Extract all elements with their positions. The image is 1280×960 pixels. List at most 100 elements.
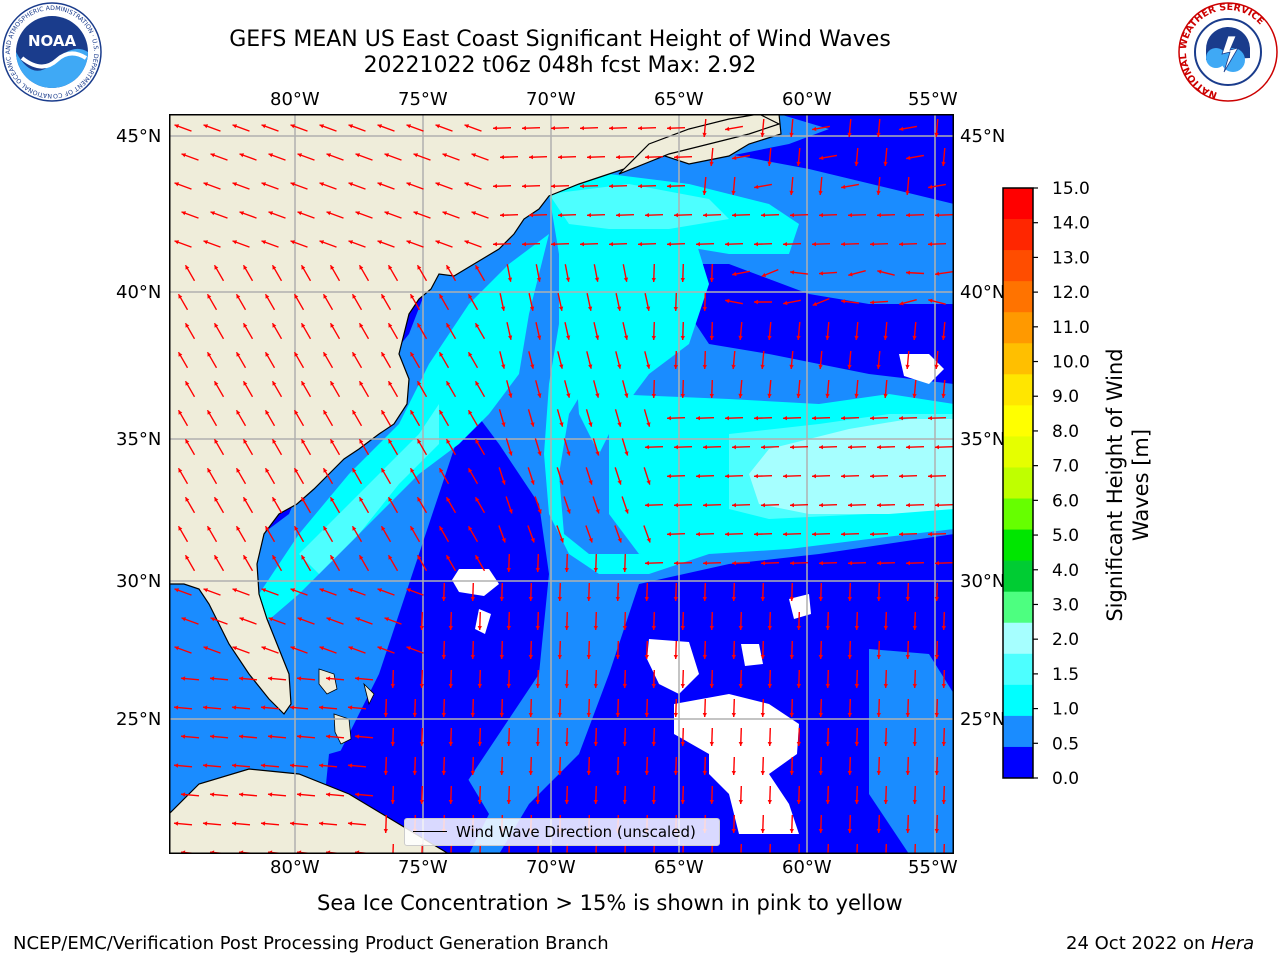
no-data-region (899, 354, 944, 384)
wave-direction-arrowhead (767, 800, 772, 804)
wave-direction-arrowhead (410, 468, 415, 473)
colorbar-segment (1003, 188, 1033, 220)
lat-label-right-25n: 25°N (960, 709, 1006, 730)
run-date-text: 24 Oct 2022 on (1066, 933, 1212, 954)
lat-label-left-45n: 45°N (116, 126, 162, 147)
wave-direction-arrowhead (348, 182, 353, 187)
wave-direction-arrowhead (566, 451, 571, 456)
wave-direction-arrowhead (905, 771, 910, 775)
wave-direction-arrowhead (390, 742, 395, 746)
wave-direction-arrowhead (323, 352, 328, 357)
wave-direction-arrowhead (301, 439, 306, 444)
wave-direction-arrowhead (644, 771, 649, 775)
wave-direction-arrowhead (506, 684, 511, 688)
wave-direction-arrowhead (912, 800, 917, 804)
machine-name: Hera (1211, 933, 1255, 954)
wave-direction-arrowhead (796, 742, 801, 746)
run-date: 24 Oct 2022 on Hera (1066, 933, 1254, 954)
colorbar: 15.0 14.0 13.0 12.0 11.0 10.0 9.0 8.0 7.0 6.0 5.0 4… (1002, 179, 1122, 789)
wave-direction-arrowhead (854, 626, 859, 630)
wave-direction-arrowhead (268, 792, 273, 797)
wave-direction-arrowhead (243, 265, 248, 270)
wave-direction-arrowhead (500, 155, 504, 160)
wave-direction-arrowhead (417, 323, 422, 328)
wave-direction-arrowhead (448, 800, 453, 804)
wave-direction-arrowhead (214, 381, 219, 386)
wave-direction-arrowhead (471, 153, 476, 158)
wave-direction-arrowhead (319, 821, 324, 826)
wave-direction-arrowhead (622, 626, 627, 630)
wave-direction-arrowhead (767, 335, 772, 340)
wave-direction-arrowhead (899, 301, 904, 306)
wave-direction-arrowhead (709, 742, 714, 746)
wave-direction-arrowhead (819, 445, 823, 450)
colorbar-tick-label: 14.0 (1052, 214, 1090, 234)
wave-direction-arrowhead (883, 335, 888, 340)
wave-direction-arrowhead (413, 153, 418, 158)
wave-direction-arrowhead (616, 155, 620, 160)
wave-direction-arrowhead (883, 684, 888, 688)
wave-direction-arrowhead (348, 763, 353, 768)
wave-direction-arrowhead (622, 800, 627, 804)
wave-direction-arrowhead (731, 829, 736, 833)
wave-direction-arrowhead (731, 713, 736, 717)
wave-direction-arrowhead (232, 124, 237, 129)
wave-direction-arrowhead (301, 323, 306, 328)
wave-direction-arrowhead (796, 800, 801, 804)
land-bahamas (333, 713, 352, 745)
wave-direction-arrowhead (214, 497, 219, 502)
wave-direction-arrowhead (441, 771, 446, 775)
wave-direction-arrowhead (651, 394, 656, 398)
wave-direction-arrowhead (239, 153, 244, 158)
wave-direction-arrowhead (475, 497, 480, 502)
wave-direction-arrowhead (352, 526, 357, 531)
wave-direction-arrowhead (501, 480, 506, 485)
wave-direction-arrowhead (702, 307, 707, 311)
wave-direction-arrowhead (703, 445, 707, 450)
wave-direction-arrowhead (615, 597, 620, 601)
wave-direction-arrowhead (265, 410, 270, 415)
colorbar-segment (1003, 374, 1033, 406)
wave-direction-arrowhead (848, 272, 853, 277)
wave-direction-arrowhead (506, 626, 511, 630)
wave-direction-arrowhead (381, 468, 386, 473)
wave-direction-arrowhead (789, 364, 794, 369)
ocean-band-1.5-2.0 (299, 404, 439, 574)
wave-direction-arrowhead (593, 568, 598, 572)
colorbar-tick-label: 12.0 (1052, 283, 1090, 303)
wave-direction-arrowhead (615, 655, 620, 659)
wave-direction-arrowhead (297, 676, 302, 681)
wave-direction-arrowhead (207, 468, 212, 473)
wave-direction-arrowhead (674, 213, 678, 218)
colorbar-segment (1003, 715, 1033, 748)
land-bahamas (363, 682, 375, 706)
wave-direction-arrowhead (696, 474, 700, 479)
wave-direction-arrowhead (876, 713, 881, 717)
wave-direction-arrowhead (359, 497, 364, 502)
wave-direction-arrowhead (796, 161, 801, 166)
wave-direction-arrowhead (501, 364, 506, 369)
wave-direction-arrowhead (185, 381, 190, 386)
wave-direction-arrowhead (680, 336, 685, 340)
colorbar-segment (1003, 312, 1033, 344)
wave-direction-arrowhead (294, 294, 299, 299)
wave-direction-arrowhead (883, 800, 888, 804)
wave-direction-arrowhead (789, 132, 794, 137)
wave-direction-arrowhead (725, 416, 729, 421)
wave-direction-arrowhead (297, 734, 302, 739)
wave-direction-arrowhead (232, 705, 237, 710)
wave-direction-arrowhead (417, 555, 422, 560)
wave-direction-arrowhead (348, 646, 353, 651)
wave-direction-arrowhead (825, 742, 830, 746)
wave-direction-arrowhead (615, 771, 620, 775)
wave-direction-arrowhead (848, 503, 852, 508)
wave-direction-arrowhead (760, 713, 765, 717)
wave-direction-arrowhead (935, 213, 939, 218)
wave-direction-arrowhead (586, 597, 591, 601)
wave-direction-arrowhead (854, 393, 859, 398)
wave-direction-arrowhead (709, 394, 714, 398)
wave-direction-arrowhead (667, 474, 671, 479)
wave-direction-arrowhead (181, 734, 186, 739)
colorbar-tick-label: 1.5 (1052, 665, 1079, 685)
wave-direction-arrowhead (767, 742, 772, 746)
